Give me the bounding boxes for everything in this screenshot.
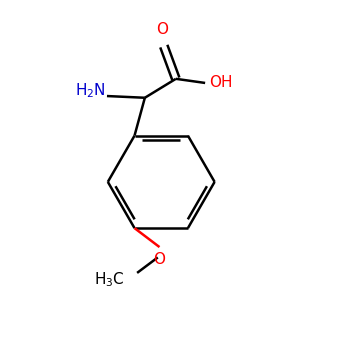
Text: O: O	[156, 22, 168, 37]
Text: H$_2$N: H$_2$N	[75, 82, 105, 100]
Text: H$_3$C: H$_3$C	[94, 271, 125, 289]
Text: O: O	[154, 252, 166, 267]
Text: OH: OH	[209, 76, 233, 90]
